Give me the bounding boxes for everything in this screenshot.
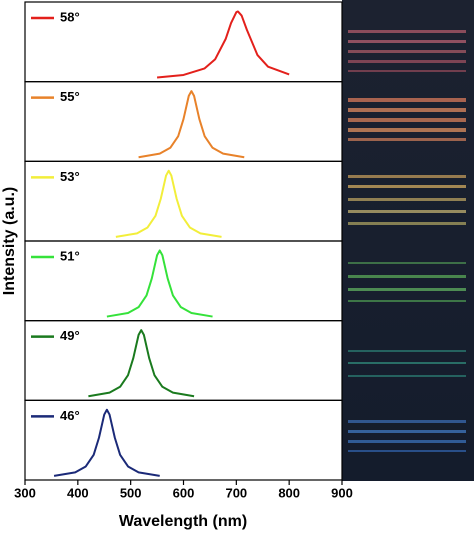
spectrum-line: [106, 249, 213, 318]
spectrum-line: [88, 329, 195, 398]
x-tick-label: 700: [225, 485, 247, 500]
x-tick-label: 300: [14, 485, 36, 500]
spectrum-line: [138, 90, 245, 159]
legend-label: 49°: [60, 328, 80, 343]
x-tick-label: 600: [173, 485, 195, 500]
x-axis-title: Wavelength (nm): [119, 513, 247, 530]
legend-label: 58°: [60, 9, 80, 24]
legend-label: 55°: [60, 89, 80, 104]
spectrum-line: [53, 408, 160, 477]
spectrum-line: [115, 169, 222, 238]
x-tick-label: 400: [67, 485, 89, 500]
legend-label: 51°: [60, 248, 80, 263]
spectrum-line: [156, 10, 290, 79]
spectrum-photo: [342, 0, 474, 481]
x-tick-label: 500: [120, 485, 142, 500]
x-tick-label: 800: [278, 485, 300, 500]
legend-label: 53°: [60, 169, 80, 184]
x-tick-label: 900: [331, 485, 353, 500]
y-axis-title: Intensity (a.u.): [1, 187, 18, 295]
legend-label: 46°: [60, 408, 80, 423]
